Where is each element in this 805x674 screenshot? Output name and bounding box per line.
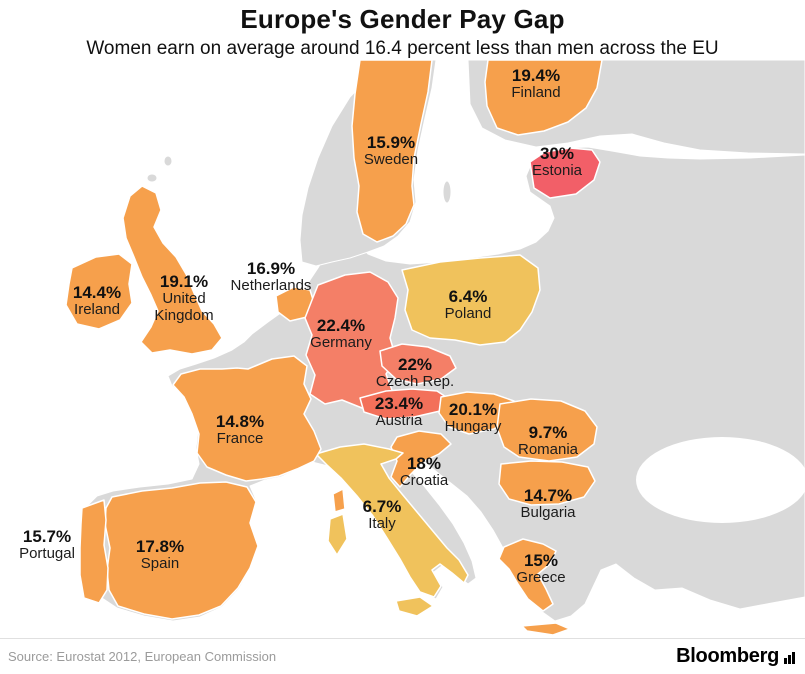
country-value: 6.7% xyxy=(362,497,402,516)
chart-subtitle: Women earn on average around 16.4 percen… xyxy=(86,38,719,59)
country-name: Germany xyxy=(310,334,372,352)
country-name: Estonia xyxy=(531,162,583,180)
country-shape-bulgaria xyxy=(498,460,596,506)
label-italy: 6.7% Italy xyxy=(363,497,402,533)
country-name: France xyxy=(216,430,264,448)
country-name: Italy xyxy=(368,515,396,533)
label-netherlands: 16.9% Netherlands xyxy=(231,259,312,295)
country-shape-italy xyxy=(315,443,469,617)
country-value: 17.8% xyxy=(135,537,185,556)
label-estonia: 30% Estonia xyxy=(532,144,582,180)
country-value: 15% xyxy=(523,551,559,570)
footer: Source: Eurostat 2012, European Commissi… xyxy=(0,638,805,674)
country-shape-spain xyxy=(104,481,259,620)
country-shape-united-kingdom xyxy=(122,185,223,355)
label-sweden: 15.9% Sweden xyxy=(364,133,418,169)
country-value: 15.7% xyxy=(22,527,72,546)
island-gotland xyxy=(442,180,452,204)
country-name: Bulgaria xyxy=(520,504,576,522)
country-shape-sweden xyxy=(351,59,433,243)
label-austria: 23.4% Austria xyxy=(375,394,423,430)
label-poland: 6.4% Poland xyxy=(445,287,492,323)
source-credit: Source: Eurostat 2012, European Commissi… xyxy=(8,649,277,664)
bloomberg-wordmark: Bloomberg xyxy=(676,645,779,667)
country-value: 19.4% xyxy=(511,66,561,85)
label-hungary: 20.1% Hungary xyxy=(445,400,502,436)
label-france: 14.8% France xyxy=(216,412,264,448)
label-romania: 9.7% Romania xyxy=(518,423,578,459)
country-name: Portugal xyxy=(19,545,75,563)
country-name: Finland xyxy=(511,84,561,102)
black-sea xyxy=(636,437,805,523)
label-spain: 17.8% Spain xyxy=(136,537,184,573)
label-germany: 22.4% Germany xyxy=(310,316,372,352)
country-value: 14.4% xyxy=(72,283,122,302)
country-value: 6.4% xyxy=(448,287,488,306)
country-value: 14.8% xyxy=(215,412,265,431)
country-value: 30% xyxy=(539,144,575,163)
island-shetland xyxy=(163,155,173,167)
country-value: 9.7% xyxy=(528,423,568,442)
country-value: 18% xyxy=(406,454,442,473)
label-greece: 15% Greece xyxy=(516,551,565,587)
island-orkney xyxy=(146,173,158,183)
country-shape-france xyxy=(172,355,346,513)
country-shape-ireland xyxy=(65,253,133,330)
bloomberg-logo: Bloomberg xyxy=(676,645,795,668)
label-croatia: 18% Croatia xyxy=(400,454,448,490)
country-name: Czech Rep. xyxy=(375,373,455,391)
country-name: Romania xyxy=(517,441,579,459)
country-name: Poland xyxy=(444,305,492,323)
chart-header: Europe's Gender Pay Gap Women earn on av… xyxy=(0,0,805,60)
country-name: Austria xyxy=(375,412,423,430)
country-shape-portugal xyxy=(79,499,109,604)
country-value: 22.4% xyxy=(316,316,366,335)
country-value: 19.1% xyxy=(159,272,209,291)
country-name: Hungary xyxy=(444,418,502,436)
label-bulgaria: 14.7% Bulgaria xyxy=(520,486,575,522)
country-value: 22% xyxy=(397,355,433,374)
country-name: Ireland xyxy=(74,301,120,319)
country-name: Spain xyxy=(140,555,180,573)
country-name: United Kingdom xyxy=(154,290,214,324)
chart-title: Europe's Gender Pay Gap xyxy=(240,4,565,34)
country-value: 20.1% xyxy=(448,400,498,419)
country-shape-czech-republic xyxy=(379,343,457,385)
country-shape-romania xyxy=(496,398,598,462)
country-name: Sweden xyxy=(363,151,419,169)
country-value: 14.7% xyxy=(523,486,573,505)
country-name: Croatia xyxy=(399,472,449,490)
country-shape-finland xyxy=(484,59,603,136)
label-portugal: 15.7% Portugal xyxy=(19,527,75,563)
label-czech-republic: 22% Czech Rep. xyxy=(376,355,454,391)
label-united-kingdom: 19.1% United Kingdom xyxy=(148,272,220,325)
country-shape-greece xyxy=(498,538,571,636)
label-finland: 19.4% Finland xyxy=(511,66,560,102)
country-value: 16.9% xyxy=(246,259,296,278)
country-shape-poland xyxy=(401,254,541,346)
label-ireland: 14.4% Ireland xyxy=(73,283,121,319)
bloomberg-bars-icon xyxy=(784,650,795,664)
country-value: 23.4% xyxy=(374,394,424,413)
country-name: Netherlands xyxy=(230,277,312,295)
country-shape-estonia xyxy=(529,147,601,199)
country-name: Greece xyxy=(516,569,566,587)
country-value: 15.9% xyxy=(366,133,416,152)
